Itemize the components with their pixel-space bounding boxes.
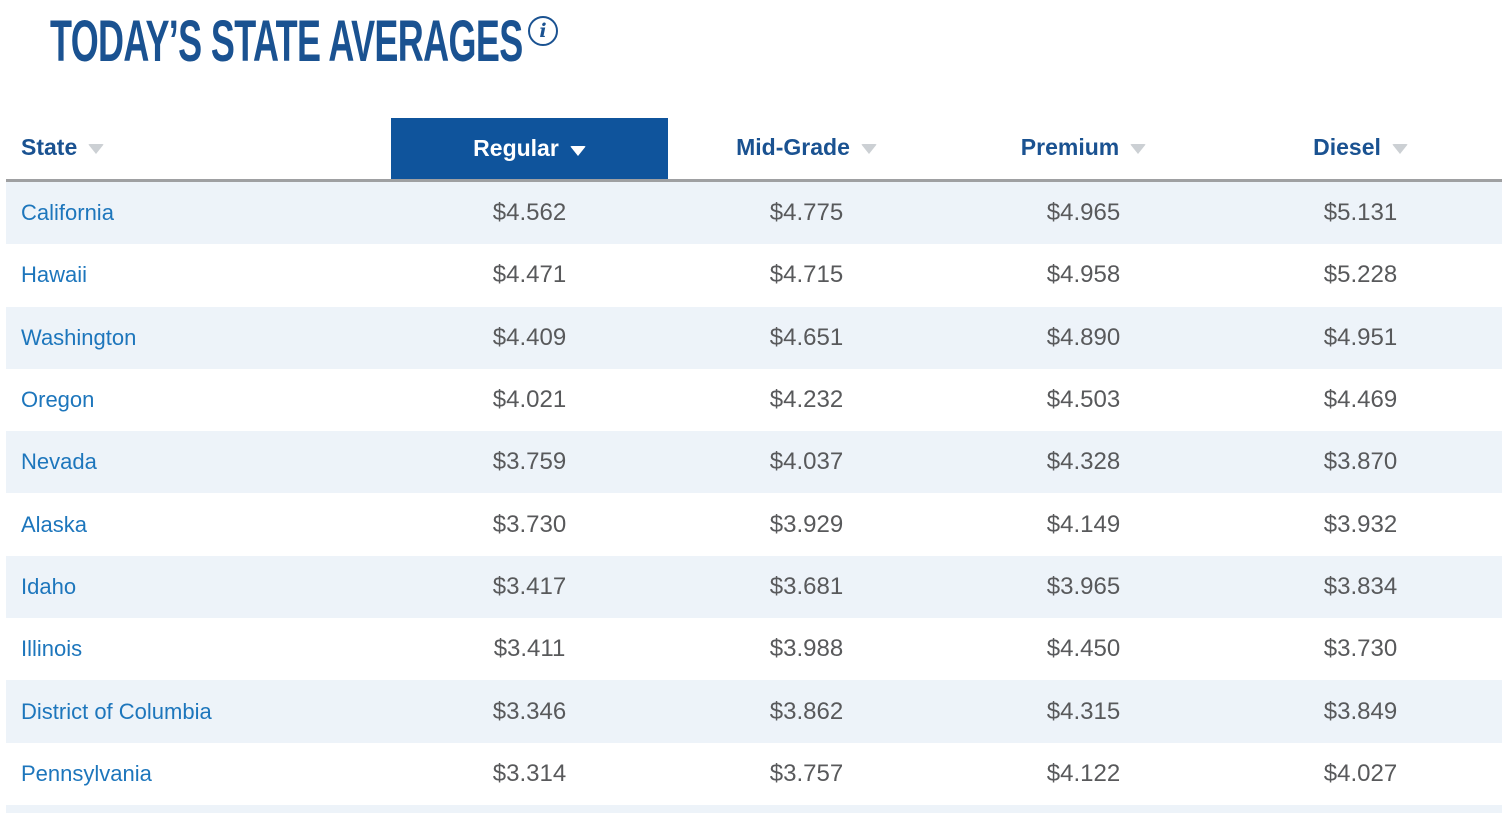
info-icon-glyph: i: [539, 20, 547, 42]
premium-price-cell: $4.315: [1046, 697, 1121, 725]
midgrade-price-cell: $3.988: [769, 635, 844, 663]
midgrade-price-cell: $3.681: [769, 572, 844, 600]
midgrade-price-cell: $4.037: [769, 448, 844, 476]
diesel-price-cell: $3.932: [1323, 510, 1398, 538]
regular-price-cell: $3.346: [492, 697, 567, 725]
sort-arrow-icon: [88, 144, 105, 154]
midgrade-price-cell: $4.232: [769, 386, 844, 414]
table-row: Washington $4.409 $4.651 $4.890 $4.951: [6, 306, 1502, 369]
state-link[interactable]: Illinois: [21, 636, 83, 662]
regular-price-cell: $4.471: [492, 261, 567, 289]
premium-price-cell: $4.890: [1046, 323, 1121, 351]
diesel-price-cell: $4.469: [1323, 386, 1398, 414]
sort-arrow-icon: [1391, 144, 1408, 154]
regular-price-cell: $4.409: [492, 323, 567, 351]
info-icon[interactable]: i: [528, 16, 558, 46]
table-row: Pennsylvania $3.314 $3.757 $4.122 $4.027: [6, 743, 1502, 805]
premium-price-cell: $4.122: [1046, 759, 1121, 787]
diesel-price-cell: $4.951: [1323, 323, 1398, 351]
column-header-diesel[interactable]: Diesel: [1222, 115, 1499, 179]
premium-price-cell: $4.503: [1046, 386, 1121, 414]
premium-price-cell: $4.149: [1046, 510, 1121, 538]
column-header-premium[interactable]: Premium: [945, 115, 1222, 179]
premium-price-cell: $4.965: [1046, 199, 1121, 227]
premium-price-cell: $4.328: [1046, 448, 1121, 476]
state-link[interactable]: Alaska: [21, 511, 88, 537]
state-averages-table: State Regular Mid-Grade Premium Diesel C…: [6, 115, 1502, 813]
column-header-regular-label: Regular: [473, 135, 559, 161]
state-link[interactable]: Hawaii: [21, 262, 88, 288]
regular-price-cell: $4.562: [492, 199, 567, 227]
table-row: Alaska $3.730 $3.929 $4.149 $3.932: [6, 493, 1502, 555]
sort-arrow-icon: [569, 145, 586, 156]
regular-price-cell: $3.759: [492, 448, 567, 476]
regular-price-cell: $3.314: [492, 759, 567, 787]
regular-price-cell: $4.021: [492, 386, 567, 414]
state-link[interactable]: California: [21, 200, 114, 226]
column-header-premium-label: Premium: [1020, 133, 1120, 160]
diesel-price-cell: $3.834: [1323, 572, 1398, 600]
table-body: California $4.562 $4.775 $4.965 $5.131 H…: [6, 182, 1502, 805]
state-link[interactable]: Oregon: [21, 387, 95, 413]
state-link[interactable]: Washington: [21, 324, 137, 350]
diesel-price-cell: $3.849: [1323, 697, 1398, 725]
diesel-price-cell: $3.870: [1323, 448, 1398, 476]
column-header-regular[interactable]: Regular: [391, 118, 668, 179]
sort-arrow-icon: [860, 144, 877, 154]
next-row-partial: [6, 804, 1502, 813]
table-row: Idaho $3.417 $3.681 $3.965 $3.834: [6, 555, 1502, 619]
midgrade-price-cell: $3.862: [769, 697, 844, 725]
table-row: Illinois $3.411 $3.988 $4.450 $3.730: [6, 618, 1502, 680]
table-row: Hawaii $4.471 $4.715 $4.958 $5.228: [6, 244, 1502, 306]
column-header-midgrade[interactable]: Mid-Grade: [668, 115, 945, 179]
midgrade-price-cell: $4.775: [769, 199, 844, 227]
midgrade-price-cell: $4.651: [769, 323, 844, 351]
midgrade-price-cell: $3.757: [769, 759, 844, 787]
premium-price-cell: $4.958: [1046, 261, 1121, 289]
table-row: Oregon $4.021 $4.232 $4.503 $4.469: [6, 369, 1502, 431]
premium-price-cell: $3.965: [1046, 572, 1121, 600]
regular-price-cell: $3.417: [492, 572, 567, 600]
column-header-diesel-label: Diesel: [1313, 133, 1381, 160]
midgrade-price-cell: $4.715: [769, 261, 844, 289]
state-link[interactable]: Pennsylvania: [21, 760, 152, 786]
premium-price-cell: $4.450: [1046, 635, 1121, 663]
midgrade-price-cell: $3.929: [769, 510, 844, 538]
column-header-midgrade-label: Mid-Grade: [736, 133, 850, 160]
page-header: TODAY’S STATE AVERAGES i: [50, 9, 812, 82]
diesel-price-cell: $4.027: [1323, 759, 1398, 787]
diesel-price-cell: $5.228: [1323, 261, 1398, 289]
table-row: District of Columbia $3.346 $3.862 $4.31…: [6, 680, 1502, 743]
state-link[interactable]: District of Columbia: [21, 698, 212, 724]
column-header-state[interactable]: State: [6, 115, 391, 179]
state-link[interactable]: Idaho: [21, 573, 77, 599]
state-link[interactable]: Nevada: [21, 449, 97, 475]
column-header-state-label: State: [21, 133, 78, 160]
regular-price-cell: $3.730: [492, 510, 567, 538]
sort-arrow-icon: [1130, 144, 1147, 154]
table-header-row: State Regular Mid-Grade Premium Diesel: [6, 115, 1502, 182]
diesel-price-cell: $5.131: [1323, 199, 1398, 227]
regular-price-cell: $3.411: [493, 635, 566, 663]
page-title: TODAY’S STATE AVERAGES: [50, 9, 523, 74]
table-row: Nevada $3.759 $4.037 $4.328 $3.870: [6, 431, 1502, 494]
table-row: California $4.562 $4.775 $4.965 $5.131: [6, 182, 1502, 245]
diesel-price-cell: $3.730: [1323, 635, 1398, 663]
